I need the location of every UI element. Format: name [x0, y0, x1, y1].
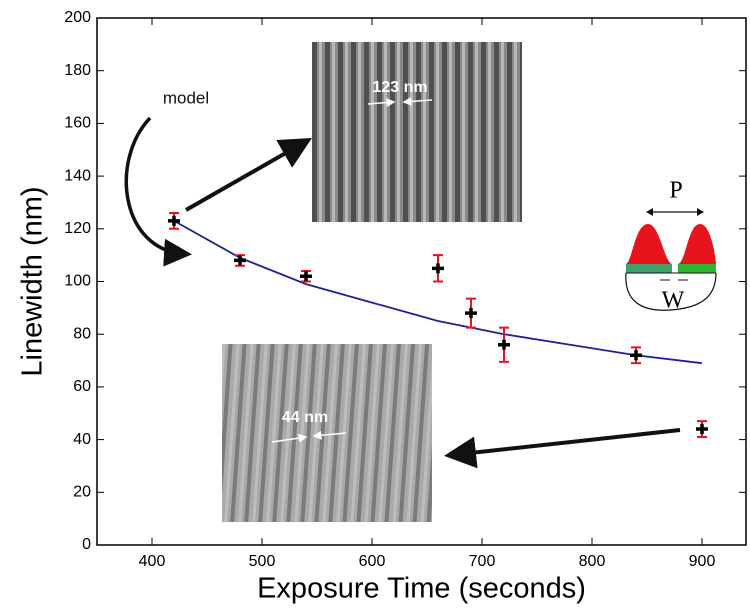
plot-area: 0 20 40 60 80 100 120 140 160 180 200 400 500 600 700 8…	[17, 9, 747, 605]
inset-label: 44 nm	[282, 409, 328, 426]
y-tick-label: 120	[64, 220, 91, 237]
arrow	[271, 433, 308, 443]
x-tick-label: 500	[249, 553, 276, 570]
arrow	[185, 138, 312, 212]
x-tick-label: 900	[689, 553, 716, 570]
y-tick-label: 0	[82, 536, 91, 553]
y-axis-label: Linewidth (nm)	[17, 186, 49, 376]
y-tick-label: 180	[64, 62, 91, 79]
arrow	[444, 428, 681, 469]
y-tick-label: 160	[64, 115, 91, 132]
data-point	[432, 263, 444, 274]
arrow	[312, 430, 347, 440]
y-tick-label: 20	[73, 484, 91, 501]
x-axis-label: Exposure Time (seconds)	[257, 573, 586, 605]
data-point	[168, 215, 180, 226]
sem-image-top	[312, 42, 522, 222]
x-tick-label: 400	[139, 553, 166, 570]
sem-image-bottom	[222, 344, 432, 522]
y-tick-label: 60	[73, 378, 91, 395]
inset-label: 123 nm	[372, 79, 427, 96]
arrow	[367, 98, 396, 108]
model-line	[173, 220, 703, 365]
x-tick-label: 800	[579, 553, 606, 570]
data-point	[696, 424, 708, 435]
data-point	[630, 350, 642, 361]
data-point	[300, 271, 312, 282]
annotation: W	[662, 288, 685, 314]
x-tick-label: 700	[469, 553, 496, 570]
arrow	[124, 116, 192, 267]
annotation: P	[669, 178, 682, 204]
schematic: P W	[625, 178, 717, 314]
x-tick-label: 600	[359, 553, 386, 570]
y-tick-label: 140	[64, 167, 91, 184]
arrow	[402, 96, 433, 106]
y-tick-label: 100	[64, 273, 91, 290]
y-tick-label: 40	[73, 431, 91, 448]
data-point	[498, 339, 510, 350]
y-tick-label: 80	[73, 325, 91, 342]
data-point	[234, 255, 246, 266]
annotation: model	[163, 88, 209, 107]
data-point	[465, 308, 477, 319]
y-tick-label: 200	[64, 9, 91, 26]
